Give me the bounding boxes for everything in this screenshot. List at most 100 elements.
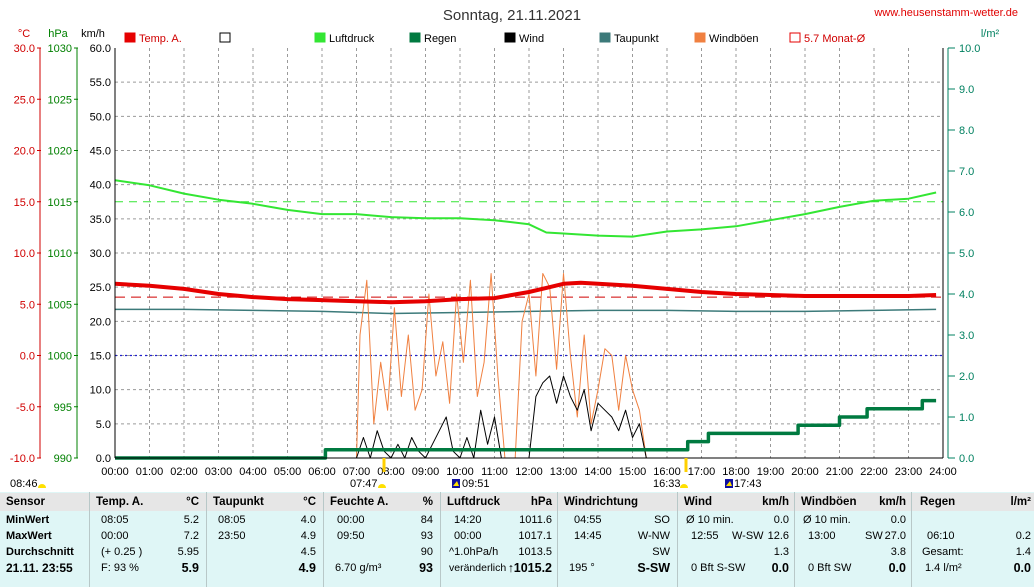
wind-tick-label: 5.0 xyxy=(96,419,111,431)
legend-label: 5.7 Monat-Ø xyxy=(804,33,866,45)
series-windb-en xyxy=(356,273,647,459)
temp-max-time: 00:00 xyxy=(101,530,129,542)
col-temperature: Temp. A. °C 08:05 5.2 00:00 7.2 (+ 0.25 ) 5.… xyxy=(89,492,207,587)
hdr-sensor: Sensor xyxy=(6,496,45,508)
series-regen xyxy=(115,398,937,460)
gust-min-note: Ø 10 min. xyxy=(803,514,851,526)
legend-swatch xyxy=(599,32,611,43)
rain-tick-label: 9.0 xyxy=(959,84,974,96)
x-tick-label: 07:00 xyxy=(343,466,371,478)
hdr-hum: Feuchte A. xyxy=(330,496,389,508)
legend-label: Wind xyxy=(519,33,544,45)
wind-max-dir: W-SW xyxy=(732,530,764,542)
sunset-time: 16:33 xyxy=(653,478,681,490)
series-wind xyxy=(356,375,647,459)
x-tick-label: 16:00 xyxy=(653,466,681,478)
press-trend: ^1.0hPa/h xyxy=(449,546,499,558)
rain-total-label: Gesamt: xyxy=(922,546,964,558)
pressure-unit-label: hPa xyxy=(48,28,68,40)
x-tick-label: 18:00 xyxy=(722,466,750,478)
col-humidity: Feuchte A.% 00:00 84 09:50 93 90 6.70 g/m³… xyxy=(323,492,441,587)
x-tick-label: 05:00 xyxy=(274,466,302,478)
pressure-tick-label: 1030 xyxy=(48,43,72,55)
moonrise-time: 09:51 xyxy=(462,478,490,490)
hdr-temp-unit: °C xyxy=(186,496,199,508)
rain-tick-label: 2.0 xyxy=(959,371,974,383)
wind-tick-label: 55.0 xyxy=(90,77,111,89)
chart-legend: Temp. A. Luftdruck Regen Wind Taupunkt Windbö… xyxy=(124,32,866,45)
hdr-dir: Windrichtung xyxy=(564,496,638,508)
hum-cur-val: 93 xyxy=(419,561,433,575)
gust-min-val: 0.0 xyxy=(890,514,906,526)
chart-grid xyxy=(115,48,943,458)
hdr-dew: Taupunkt xyxy=(213,496,264,508)
series-taupunkt xyxy=(115,308,937,315)
press-avg-val: 1013.5 xyxy=(518,546,552,558)
x-tick-label: 02:00 xyxy=(170,466,198,478)
wind-tick-label: 0.0 xyxy=(96,453,111,465)
sun-moon-markers: 08:46 07:47 09:51 16:33 17:43 xyxy=(10,458,762,490)
source-link[interactable]: www.heusenstamm-wetter.de xyxy=(873,7,1018,19)
series-luftdruck xyxy=(114,179,937,238)
temp-cur-note: F: 93 % xyxy=(101,562,139,574)
rain-cur-val: 0.0 xyxy=(1013,561,1031,575)
x-tick-label: 08:00 xyxy=(377,466,405,478)
series-layer xyxy=(114,179,937,460)
wind-tick-label: 15.0 xyxy=(90,351,111,363)
legend-swatch xyxy=(409,32,421,43)
x-tick-label: 03:00 xyxy=(205,466,233,478)
hdr-temp: Temp. A. xyxy=(96,496,144,508)
legend-label: Luftdruck xyxy=(329,33,375,45)
row-label-avg: Durchschnitt xyxy=(6,546,74,558)
dew-max-time: 23:50 xyxy=(218,530,246,542)
temp-max-val: 7.2 xyxy=(183,530,199,542)
legend-swatch xyxy=(694,32,706,43)
wind-tick-label: 25.0 xyxy=(90,282,111,294)
x-tick-label: 09:00 xyxy=(412,466,440,478)
wind-cur-note: 0 Bft S-SW xyxy=(691,562,746,574)
wind-min-val: 0.0 xyxy=(773,514,789,526)
x-tick-label: 12:00 xyxy=(515,466,543,478)
row-label-min: MinWert xyxy=(6,514,50,526)
hum-avg-val: 90 xyxy=(420,546,433,558)
dew-avg-val: 4.5 xyxy=(300,546,316,558)
press-max-time: 00:00 xyxy=(454,530,482,542)
wind-tick-label: 10.0 xyxy=(90,385,111,397)
chart-axes: 00:00 01:00 02:00 03:00 04:00 05:00 06:00 07:00… xyxy=(10,28,1000,478)
rain-total-val: 1.4 xyxy=(1015,546,1031,558)
dir-cur-val: S-SW xyxy=(637,561,670,575)
legend-label: Regen xyxy=(424,33,456,45)
rain-tick-label: 7.0 xyxy=(959,166,974,178)
wind-tick-label: 35.0 xyxy=(90,214,111,226)
wind-tick-label: 50.0 xyxy=(90,111,111,123)
hum-max-val: 93 xyxy=(420,530,433,542)
dir-max-val: W-NW xyxy=(637,530,670,542)
x-tick-label: 15:00 xyxy=(619,466,647,478)
rain-unit-label: l/m² xyxy=(981,28,1000,40)
hdr-press: Luftdruck xyxy=(447,496,501,508)
legend-label: Windböen xyxy=(709,33,759,45)
chart-title: Sonntag, 21.11.2021 xyxy=(443,7,581,24)
hdr-rain-unit: l/m² xyxy=(1010,496,1031,508)
x-tick-label: 04:00 xyxy=(239,466,267,478)
dir-min-time: 04:55 xyxy=(574,514,602,526)
legend-label: Taupunkt xyxy=(614,33,659,45)
temp-avg-note: (+ 0.25 ) xyxy=(101,546,143,558)
rain-max-val: 0.2 xyxy=(1015,530,1031,542)
rain-tick-label: 10.0 xyxy=(959,43,980,55)
wind-tick-label: 20.0 xyxy=(90,316,111,328)
moonset-time: 17:43 xyxy=(734,478,762,490)
press-cur-note: veränderlich xyxy=(449,562,507,574)
temp-min-val: 5.2 xyxy=(183,514,199,526)
hdr-wind: Wind xyxy=(684,496,712,508)
legend-swatch xyxy=(789,32,801,43)
legend-swatch xyxy=(124,32,136,43)
rain-tick-label: 4.0 xyxy=(959,289,974,301)
col-wind-direction: Windrichtung 04:55 SO 14:45 W-NW SW 195 ° S… xyxy=(557,492,678,587)
x-tick-label: 22:00 xyxy=(860,466,888,478)
hum-max-time: 09:50 xyxy=(337,530,365,542)
pressure-tick-label: 1000 xyxy=(48,351,72,363)
x-tick-label: 14:00 xyxy=(584,466,612,478)
sunrise2-time: 07:47 xyxy=(350,478,378,490)
wind-max-time: 12:55 xyxy=(691,530,719,542)
